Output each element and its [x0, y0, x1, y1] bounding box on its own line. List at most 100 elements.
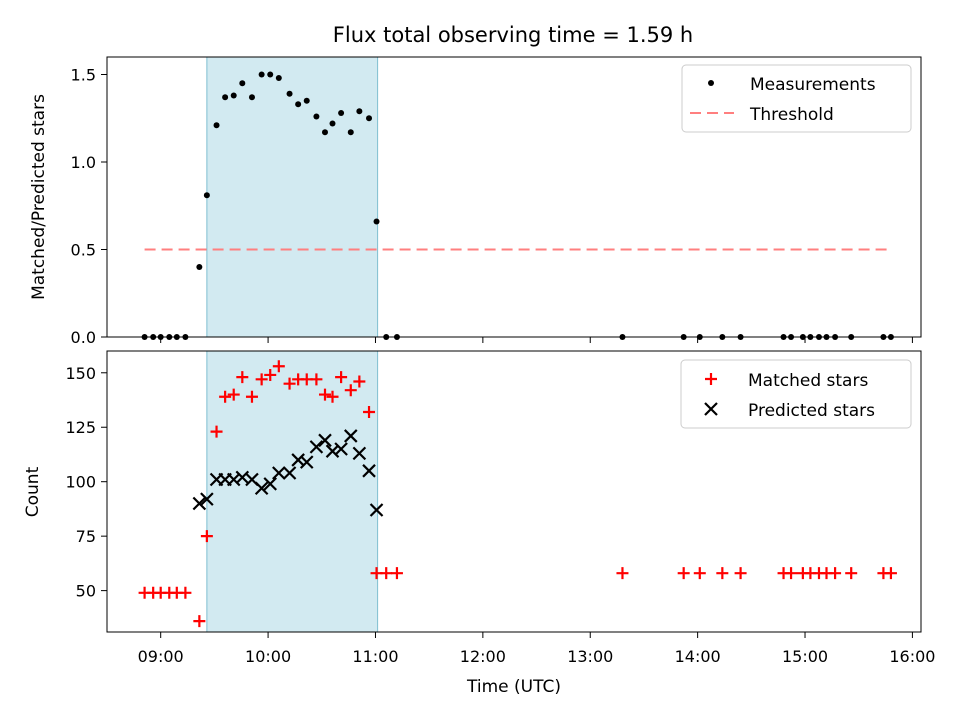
measurement-point [267, 71, 274, 78]
ratio-legend: Measurements Threshold [681, 64, 912, 133]
count-axes-frame [106, 350, 922, 633]
matched-star-point [210, 425, 223, 438]
ratio-x-ticks [160, 337, 913, 343]
count-y-ticks: 50 75 100 125 150 [65, 364, 107, 601]
measurement-point [275, 75, 282, 81]
count-panel: 50 75 100 125 150 09:00 10:00 11:00 12:00 13:00 1… [23, 350, 935, 697]
count-legend: Matched stars Predicted stars [680, 359, 912, 429]
predicted-star-point [325, 444, 340, 458]
count-points [138, 360, 897, 628]
measurement-point [321, 129, 328, 136]
matched-legend-marker [705, 373, 717, 385]
predicted-legend-marker [704, 402, 718, 416]
ratio-y-label: Matched/Predicted stars [29, 94, 49, 300]
measurement-point [258, 71, 265, 78]
predicted-star-point [318, 433, 332, 448]
matched-star-point [335, 371, 348, 384]
matched-star-point [884, 567, 897, 580]
measurement-point [230, 92, 237, 99]
threshold-legend-label: Threshold [749, 105, 834, 125]
measurements-legend-marker [708, 80, 714, 86]
count-y-tick-label: 150 [65, 364, 96, 383]
predicted-star-point [282, 466, 297, 480]
count-legend-box [680, 359, 912, 429]
predicted-star-point [369, 503, 384, 517]
predicted-star-point [254, 481, 269, 496]
predicted-star-point [200, 492, 214, 506]
matched-star-point [255, 373, 268, 386]
matched-star-point [390, 567, 403, 580]
x-tick-label: 10:00 [245, 647, 291, 666]
measurement-point [203, 192, 210, 199]
ratio-y-ticks: 0.0 0.5 1.0 1.5 [71, 66, 107, 347]
ratio-panel: 0.0 0.5 1.0 1.5 Matched/Predicted stars Mea… [29, 56, 922, 347]
matched-star-point [236, 371, 249, 384]
count-y-tick-label: 50 [76, 582, 96, 601]
matched-star-point [716, 567, 729, 580]
measurement-point [347, 129, 354, 136]
measurement-point [329, 120, 336, 127]
predicted-star-point [343, 429, 358, 443]
matched-star-point [616, 567, 629, 580]
measurement-point [303, 97, 310, 104]
matched-star-point [326, 390, 339, 403]
matched-star-point [219, 390, 232, 403]
measurement-point [248, 94, 255, 101]
measurement-point [295, 101, 302, 108]
x-tick-label: 16:00 [889, 647, 935, 666]
matched-star-point [380, 567, 393, 580]
measurement-point [338, 110, 345, 116]
matched-star-point [785, 567, 798, 580]
measurement-point [373, 218, 380, 225]
predicted-star-point [334, 442, 348, 456]
predicted-star-point [226, 472, 241, 487]
measurements-legend-label: Measurements [750, 75, 876, 95]
measurement-point [313, 113, 320, 120]
matched-star-point [200, 530, 213, 543]
count-y-label: Count [23, 466, 43, 517]
x-tick-label: 09:00 [138, 647, 184, 666]
matched-legend-label: Matched stars [748, 371, 868, 391]
count-y-tick-label: 100 [65, 473, 96, 492]
matched-star-point [245, 390, 258, 403]
matched-star-point [264, 368, 277, 381]
count-y-tick-label: 125 [65, 418, 96, 437]
ratio-y-tick-label: 0.0 [71, 328, 96, 347]
x-tick-label: 13:00 [567, 647, 613, 666]
ratio-y-tick-label: 1.5 [71, 66, 96, 85]
predicted-star-point [272, 466, 286, 480]
predicted-star-point [362, 464, 376, 478]
x-axis-label: Time (UTC) [466, 677, 561, 697]
predicted-legend-label: Predicted stars [748, 401, 875, 421]
matched-star-point [845, 567, 858, 580]
matched-star-point [677, 567, 690, 580]
measurement-point [196, 264, 203, 270]
ratio-y-tick-label: 1.0 [71, 153, 96, 172]
matched-star-point [272, 360, 285, 373]
count-y-tick-label: 75 [76, 527, 96, 546]
chart-title: Flux total observing time = 1.59 h [333, 23, 693, 47]
measurement-point [213, 122, 220, 129]
measurement-point [286, 90, 293, 97]
matched-star-point [283, 377, 296, 390]
matched-star-point [734, 567, 747, 580]
predicted-star-point [299, 455, 314, 469]
matched-star-point [353, 375, 366, 388]
observing-window-top [206, 56, 379, 338]
measurement-points [141, 71, 894, 340]
observing-window-bottom [206, 350, 379, 633]
x-tick-label: 11:00 [352, 647, 398, 666]
ratio-y-tick-label: 0.5 [71, 241, 96, 260]
predicted-star-point [291, 453, 305, 467]
matched-star-point [318, 388, 331, 401]
measurement-point [222, 94, 229, 101]
measurement-point [239, 80, 246, 87]
matched-star-point [179, 586, 192, 599]
matched-star-point [693, 567, 706, 580]
matched-star-point [227, 388, 240, 401]
x-tick-label: 14:00 [675, 647, 721, 666]
measurement-point [366, 115, 373, 122]
x-tick-label: 12:00 [460, 647, 506, 666]
measurement-point [356, 108, 363, 115]
